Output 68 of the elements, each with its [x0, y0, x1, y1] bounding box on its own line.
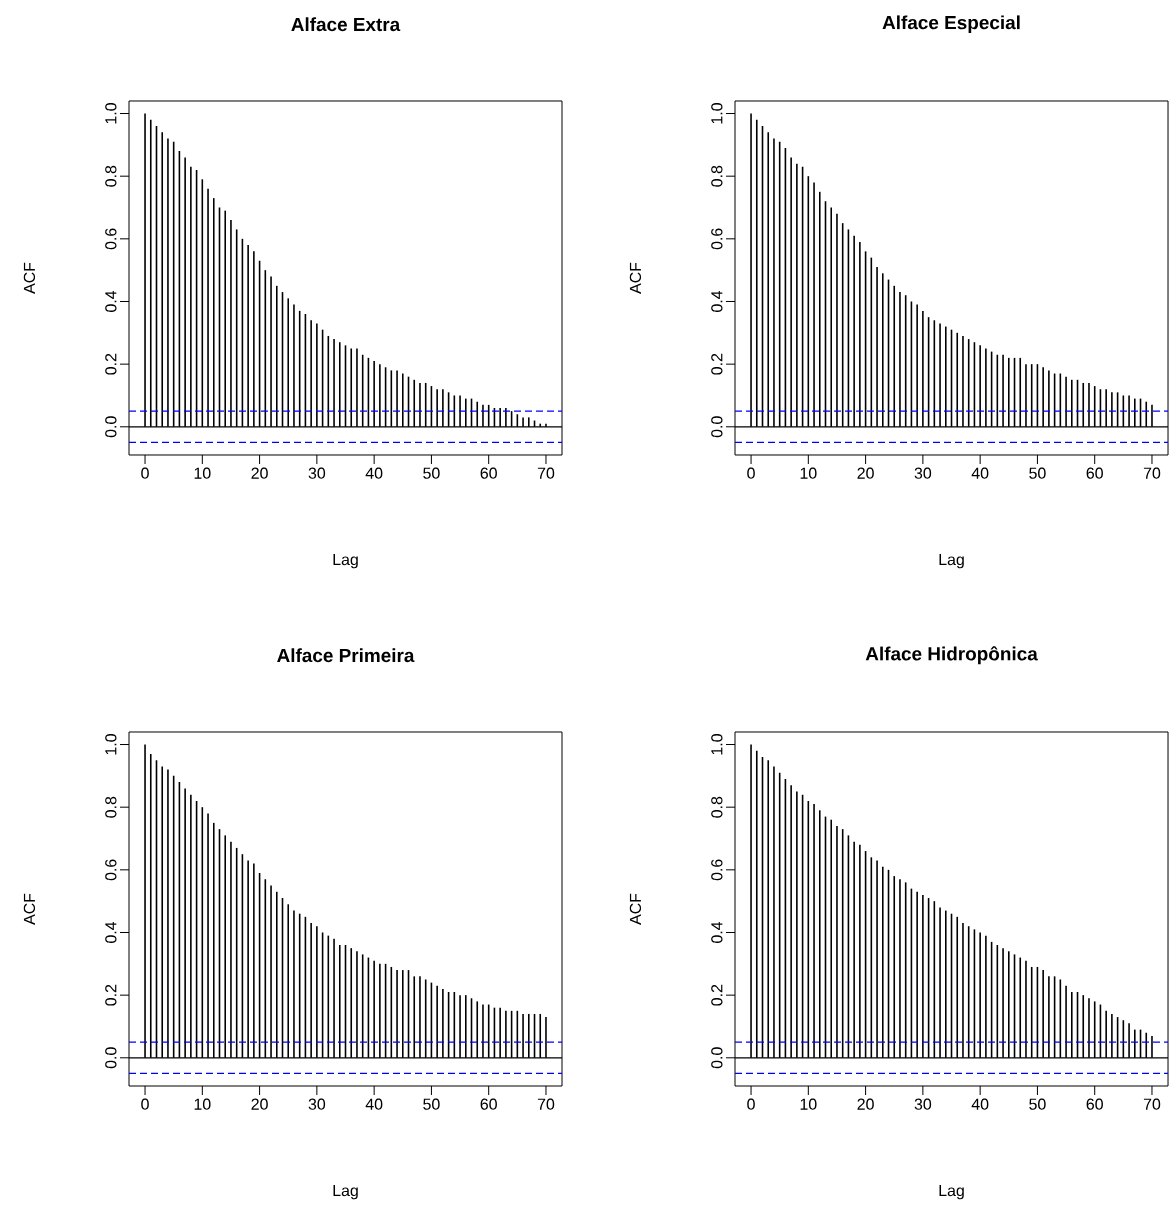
- y-tick-label: 0.4: [105, 921, 117, 943]
- x-tick-label: 60: [480, 467, 497, 479]
- chart-title: Alface Especial: [882, 15, 1020, 34]
- y-tick-label: 0.4: [105, 290, 117, 312]
- y-tick-label: 0.2: [711, 353, 723, 375]
- x-tick-label: 30: [914, 1098, 932, 1110]
- x-tick-label: 30: [308, 467, 326, 479]
- x-tick-label: 0: [747, 1098, 755, 1110]
- y-tick-label: 1.0: [711, 103, 723, 124]
- x-tick-label: 40: [971, 1098, 989, 1110]
- y-tick-label: 0.6: [105, 228, 117, 250]
- x-tick-label: 20: [857, 1098, 874, 1110]
- x-tick-label: 50: [423, 1098, 440, 1110]
- x-axis-title: Lag: [939, 1185, 964, 1200]
- x-axis-title: Lag: [939, 554, 964, 569]
- x-tick-label: 30: [914, 467, 932, 479]
- x-tick-label: 40: [365, 467, 383, 479]
- x-tick-label: 40: [365, 1098, 383, 1110]
- x-tick-label: 60: [1086, 467, 1103, 479]
- x-axis-title: Lag: [333, 1185, 358, 1200]
- y-tick-label: 0.4: [711, 290, 723, 312]
- y-tick-label: 1.0: [105, 103, 117, 124]
- x-tick-label: 50: [1029, 1098, 1046, 1110]
- y-axis-title: ACF: [23, 262, 36, 294]
- x-tick-label: 50: [1029, 467, 1046, 479]
- y-tick-label: 0.0: [711, 1047, 723, 1069]
- x-axis-title: Lag: [333, 554, 358, 569]
- x-tick-label: 60: [1086, 1098, 1103, 1110]
- y-tick-label: 0.0: [711, 416, 723, 438]
- y-tick-label: 0.8: [711, 796, 723, 818]
- x-tick-label: 30: [308, 1098, 326, 1110]
- x-tick-label: 10: [800, 467, 817, 479]
- x-tick-label: 60: [480, 1098, 497, 1110]
- x-tick-label: 70: [537, 467, 555, 479]
- x-tick-label: 10: [800, 1098, 817, 1110]
- y-tick-label: 1.0: [711, 734, 723, 755]
- y-tick-label: 0.6: [105, 859, 117, 881]
- y-tick-label: 0.2: [105, 984, 117, 1006]
- y-axis-title: ACF: [629, 893, 642, 925]
- x-tick-label: 0: [141, 1098, 149, 1110]
- x-tick-label: 70: [1143, 467, 1161, 479]
- chart-title: Alface Extra: [291, 17, 401, 32]
- y-tick-label: 0.8: [711, 165, 723, 187]
- x-tick-label: 50: [423, 467, 440, 479]
- x-tick-label: 0: [747, 467, 755, 479]
- y-tick-label: 0.0: [105, 416, 117, 438]
- x-tick-label: 0: [141, 467, 149, 479]
- chart-title: Alface Primeira: [277, 648, 415, 663]
- x-tick-label: 70: [1143, 1098, 1161, 1110]
- y-tick-label: 1.0: [105, 734, 117, 755]
- y-tick-label: 0.6: [711, 859, 723, 881]
- x-tick-label: 20: [251, 467, 268, 479]
- y-tick-label: 0.8: [105, 165, 117, 187]
- y-tick-label: 0.8: [105, 796, 117, 818]
- x-tick-label: 70: [537, 1098, 555, 1110]
- x-tick-label: 20: [251, 1098, 268, 1110]
- chart-title: Alface Hidropônica: [865, 646, 1038, 665]
- x-tick-label: 40: [971, 467, 989, 479]
- y-tick-label: 0.2: [105, 353, 117, 375]
- y-axis-title: ACF: [23, 893, 36, 925]
- x-tick-label: 10: [194, 467, 211, 479]
- y-tick-label: 0.2: [711, 984, 723, 1006]
- y-tick-label: 0.4: [711, 921, 723, 943]
- y-tick-label: 0.0: [105, 1047, 117, 1069]
- y-axis-title: ACF: [629, 262, 642, 294]
- y-tick-label: 0.6: [711, 228, 723, 250]
- x-tick-label: 20: [857, 467, 874, 479]
- x-tick-label: 10: [194, 1098, 211, 1110]
